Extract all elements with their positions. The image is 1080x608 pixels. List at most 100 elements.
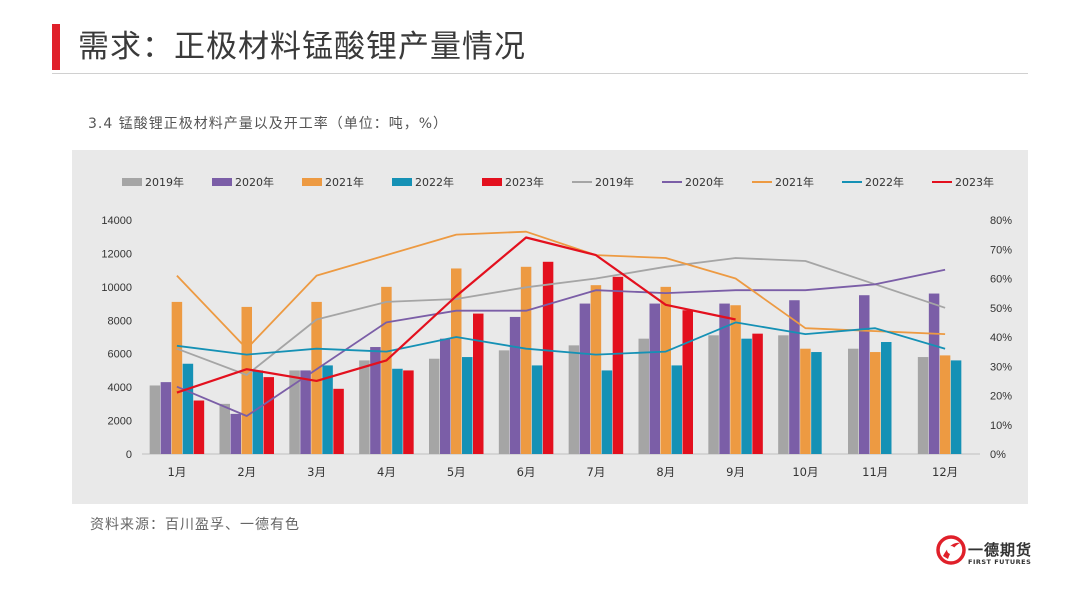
bar-2021-2 bbox=[241, 306, 252, 454]
bar-2022-3 bbox=[322, 365, 333, 454]
line-2020 bbox=[176, 268, 946, 417]
y-right-tick-label: 60% bbox=[990, 274, 1012, 286]
x-tick-label: 8月 bbox=[656, 465, 675, 479]
x-tick-label: 10月 bbox=[792, 465, 818, 479]
y-right-tick-label: 40% bbox=[990, 332, 1012, 344]
y-left-tick-label: 2000 bbox=[108, 416, 132, 428]
bar-2020-12 bbox=[928, 293, 940, 454]
bar-2020-11 bbox=[859, 295, 870, 454]
bar-2020-2 bbox=[230, 413, 241, 454]
y-right-tick-label: 30% bbox=[990, 361, 1012, 373]
bar-2020-6 bbox=[509, 316, 521, 454]
title-accent-bar bbox=[52, 24, 60, 70]
source-note: 资料来源：百川盈孚、一德有色 bbox=[90, 517, 300, 533]
y-left-tick-label: 12000 bbox=[101, 248, 132, 260]
bar-2020-5 bbox=[440, 338, 451, 454]
bar-2019-8 bbox=[638, 338, 649, 454]
bar-2021-8 bbox=[660, 286, 671, 454]
y-right-tick-label: 10% bbox=[990, 420, 1012, 432]
x-tick-label: 5月 bbox=[447, 465, 466, 479]
bar-2019-5 bbox=[429, 358, 440, 454]
bar-2021-10 bbox=[800, 348, 811, 454]
bar-2021-11 bbox=[870, 352, 881, 454]
bar-2021-7 bbox=[590, 285, 602, 454]
bar-2022-2 bbox=[252, 370, 263, 454]
legend-line-label-2019: 2019年 bbox=[595, 175, 634, 189]
legend-bar-label-2023: 2023年 bbox=[505, 175, 544, 189]
bar-2020-9 bbox=[719, 303, 730, 454]
legend-bar-label-2020: 2020年 bbox=[235, 175, 274, 189]
bar-2019-11 bbox=[848, 348, 859, 454]
bar-2019-10 bbox=[778, 335, 789, 454]
bar-2021-9 bbox=[730, 305, 741, 454]
line-2023 bbox=[176, 236, 736, 394]
logo-subtitle: FIRST FUTURES bbox=[968, 558, 1032, 566]
x-tick-label: 4月 bbox=[377, 465, 396, 479]
line-2021 bbox=[176, 230, 946, 350]
y-right-tick-label: 50% bbox=[990, 303, 1012, 315]
bar-2020-4 bbox=[370, 347, 381, 454]
legend-bar-swatch-2022 bbox=[392, 178, 412, 186]
bar-2021-4 bbox=[381, 286, 392, 454]
y-left-tick-label: 6000 bbox=[108, 349, 132, 361]
bar-2020-8 bbox=[649, 303, 660, 454]
bar-2022-6 bbox=[531, 365, 543, 454]
bar-2019-6 bbox=[498, 350, 510, 454]
y-left-tick-label: 8000 bbox=[108, 315, 132, 327]
bar-2020-7 bbox=[579, 303, 591, 454]
bar-2023-9 bbox=[752, 333, 763, 454]
legend-bar-swatch-2020 bbox=[212, 178, 232, 186]
x-tick-label: 9月 bbox=[726, 465, 745, 479]
bar-2020-1 bbox=[160, 382, 172, 454]
bar-2019-4 bbox=[359, 360, 370, 454]
x-tick-label: 1月 bbox=[168, 465, 187, 479]
first-futures-logo bbox=[936, 535, 966, 565]
chart-caption: 3.4 锰酸锂正极材料产量以及开工率（单位：吨，%） bbox=[88, 116, 449, 132]
x-tick-label: 2月 bbox=[237, 465, 256, 479]
bar-2022-12 bbox=[950, 360, 962, 454]
legend-line-label-2020: 2020年 bbox=[685, 175, 724, 189]
x-tick-label: 12月 bbox=[932, 465, 958, 479]
bar-2022-5 bbox=[462, 357, 473, 454]
bar-2022-4 bbox=[392, 368, 403, 454]
bar-2019-12 bbox=[917, 357, 929, 454]
x-tick-label: 11月 bbox=[862, 465, 888, 479]
bar-2022-11 bbox=[881, 342, 892, 454]
bar-2023-4 bbox=[403, 370, 414, 454]
page-title: 需求：正极材料锰酸锂产量情况 bbox=[78, 29, 526, 65]
bar-2023-3 bbox=[333, 388, 344, 454]
legend-bar-swatch-2021 bbox=[302, 178, 322, 186]
y-right-tick-label: 0% bbox=[990, 449, 1006, 461]
y-right-tick-label: 70% bbox=[990, 244, 1012, 256]
bar-2023-8 bbox=[682, 310, 693, 454]
line-2019 bbox=[176, 257, 946, 376]
legend-bar-label-2022: 2022年 bbox=[415, 175, 454, 189]
x-tick-label: 6月 bbox=[517, 465, 536, 479]
y-left-tick-label: 10000 bbox=[101, 282, 132, 294]
bar-2023-7 bbox=[612, 276, 624, 454]
bar-2021-6 bbox=[520, 266, 532, 454]
bar-2020-3 bbox=[300, 370, 311, 454]
chart-panel: 0 2000 4000 6000 8000 10000 12000 14000 0% 10% 20%… bbox=[72, 150, 1028, 504]
bar-2023-5 bbox=[473, 313, 484, 454]
x-tick-label: 7月 bbox=[587, 465, 606, 479]
bar-2021-5 bbox=[451, 268, 462, 454]
legend-bar-swatch-2023 bbox=[482, 178, 502, 186]
bar-2023-6 bbox=[542, 261, 554, 454]
bar-2022-9 bbox=[741, 338, 752, 454]
bar-2021-1 bbox=[171, 301, 183, 454]
bar-2020-10 bbox=[789, 300, 800, 454]
bar-2022-8 bbox=[671, 365, 682, 454]
bar-2019-3 bbox=[289, 370, 300, 454]
bar-2023-2 bbox=[263, 377, 274, 454]
x-tick-label: 3月 bbox=[307, 465, 326, 479]
title-divider bbox=[52, 73, 1028, 74]
y-left-tick-label: 0 bbox=[126, 449, 132, 461]
bar-2019-9 bbox=[708, 335, 719, 454]
legend-line-label-2021: 2021年 bbox=[775, 175, 814, 189]
legend-line-label-2023: 2023年 bbox=[955, 175, 994, 189]
bar-2019-1 bbox=[149, 385, 161, 454]
legend-bar-label-2021: 2021年 bbox=[325, 175, 364, 189]
bar-2021-12 bbox=[939, 355, 951, 454]
legend-bar-swatch-2019 bbox=[122, 178, 142, 186]
